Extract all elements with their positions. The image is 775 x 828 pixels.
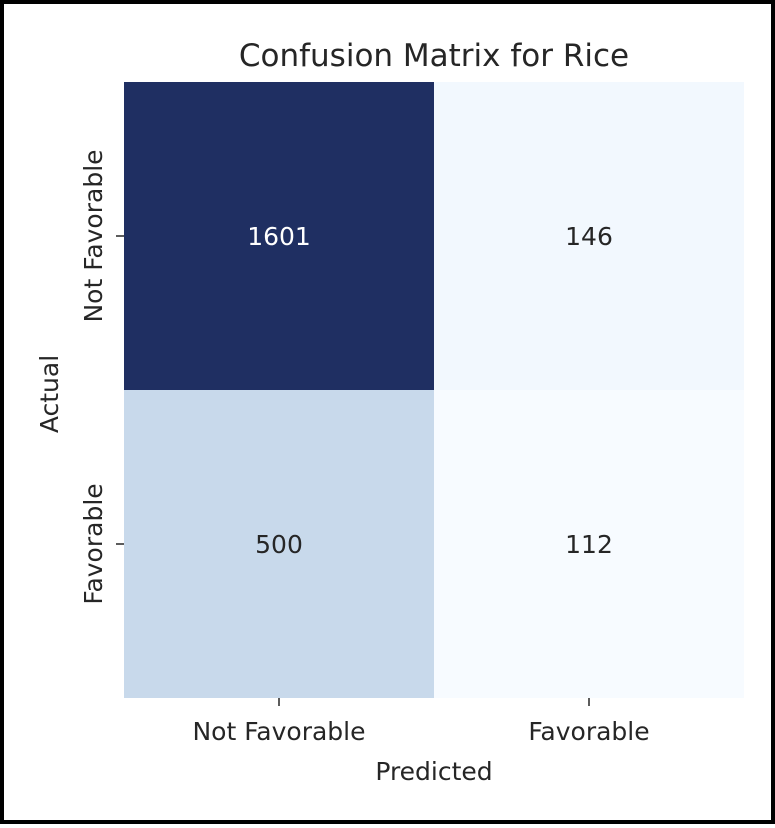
heatmap-cell-r1-c0 — [124, 390, 434, 698]
heatmap-cells — [124, 82, 744, 698]
x-tick-label-1: Favorable — [528, 717, 649, 746]
heatmap-cell-r0-c1 — [434, 82, 744, 390]
x-axis-label: Predicted — [375, 757, 492, 786]
cell-annotations: 1601 146 500 112 — [247, 222, 613, 559]
cell-value-r1-c1: 112 — [565, 530, 613, 559]
cell-value-r0-c1: 146 — [565, 222, 613, 251]
y-axis-label: Actual — [35, 355, 64, 433]
heatmap-cell-r1-c1 — [434, 390, 744, 698]
x-axis-ticks: Not Favorable Favorable — [192, 698, 650, 746]
cell-value-r0-c0: 1601 — [247, 222, 311, 251]
y-tick-label-1: Favorable — [79, 483, 108, 604]
heatmap-cell-r0-c0 — [124, 82, 434, 390]
y-axis-ticks: Not Favorable Favorable — [79, 149, 124, 605]
chart-title: Confusion Matrix for Rice — [239, 38, 629, 74]
y-tick-label-0: Not Favorable — [79, 149, 108, 322]
x-tick-label-0: Not Favorable — [192, 717, 365, 746]
cell-value-r1-c0: 500 — [255, 530, 303, 559]
